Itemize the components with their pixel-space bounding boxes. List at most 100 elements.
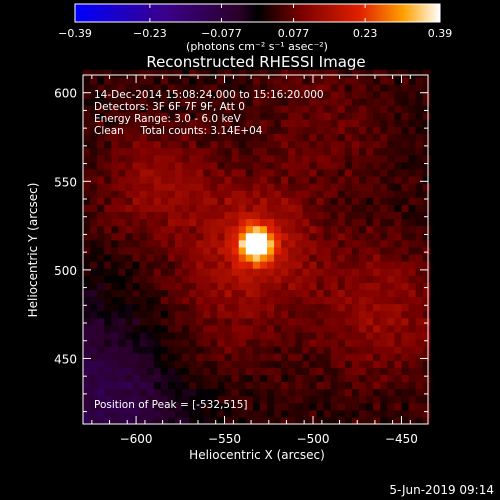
heatmap-cell (337, 147, 346, 156)
heatmap-cell (267, 388, 275, 397)
heatmap-cell (302, 374, 311, 383)
heatmap-cell (245, 105, 254, 113)
heatmap-cell (415, 275, 424, 283)
heatmap-cell (288, 126, 296, 135)
heatmap-cell (366, 261, 374, 269)
heatmap-cell (415, 395, 424, 404)
heatmap-cell (344, 119, 353, 127)
heatmap-cell (238, 409, 247, 418)
heatmap-cell (153, 324, 162, 333)
heatmap-cell (267, 409, 275, 418)
heatmap-cell (217, 338, 226, 347)
heatmap-cell (210, 246, 219, 255)
heatmap-cell (366, 353, 374, 361)
heatmap-cell (125, 331, 134, 340)
heatmap-cell (153, 154, 162, 163)
heatmap-cell (351, 232, 360, 241)
heatmap-cell (380, 388, 388, 397)
heatmap-cell (394, 76, 403, 85)
heatmap-cell (366, 388, 374, 397)
heatmap-cell (90, 69, 98, 78)
heatmap-cell (302, 232, 311, 241)
heatmap-cell (288, 161, 296, 170)
heatmap-cell (330, 261, 339, 269)
heatmap-cell (281, 112, 289, 120)
heatmap-cell (359, 253, 367, 262)
heatmap-cell (401, 367, 410, 375)
heatmap-cell (224, 388, 233, 397)
heatmap-cell (259, 112, 268, 120)
heatmap-cell (267, 197, 275, 205)
heatmap-cell (394, 253, 403, 262)
heatmap-cell (217, 211, 226, 220)
heatmap-cell (231, 190, 240, 198)
heatmap-cell (422, 69, 431, 78)
heatmap-cell (309, 289, 318, 298)
heatmap-cell (160, 211, 169, 220)
heatmap-cell (97, 147, 105, 156)
heatmap-cell (401, 90, 410, 99)
heatmap-cell (373, 204, 381, 213)
heatmap-cell (295, 353, 303, 361)
heatmap-cell (267, 331, 275, 340)
heatmap-cell (259, 218, 268, 227)
heatmap-cell (330, 119, 339, 127)
heatmap-cell (281, 268, 289, 276)
heatmap-cell (196, 338, 204, 347)
heatmap-cell (344, 289, 353, 298)
heatmap-cell (252, 197, 261, 205)
heatmap-cell (189, 360, 197, 368)
heatmap-cell (394, 105, 403, 113)
heatmap-cell (90, 147, 98, 156)
heatmap-cell (238, 381, 247, 390)
heatmap-cell (401, 112, 410, 120)
heatmap-cell (366, 140, 374, 149)
heatmap-cell (203, 338, 211, 347)
heatmap-cell (351, 225, 360, 234)
heatmap-cell (267, 90, 275, 99)
heatmap-cell (97, 367, 105, 375)
heatmap-cell (267, 126, 275, 135)
heatmap-cell (267, 275, 275, 283)
heatmap-cell (224, 105, 233, 113)
heatmap-cell (323, 402, 332, 411)
heatmap-cell (394, 218, 403, 227)
heatmap-cell (203, 140, 211, 149)
heatmap-cell (97, 289, 105, 298)
heatmap-cell (175, 204, 183, 213)
heatmap-cell (422, 381, 431, 390)
heatmap-cell (394, 338, 403, 347)
heatmap-cell (281, 246, 289, 255)
heatmap-cell (196, 168, 204, 177)
heatmap-cell (182, 395, 190, 404)
heatmap-cell (231, 409, 240, 418)
heatmap-cell (351, 346, 360, 354)
heatmap-cell (274, 112, 282, 120)
heatmap-cell (252, 147, 261, 156)
heatmap-cell (415, 154, 424, 163)
heatmap-cell (139, 402, 148, 411)
heatmap-cell (175, 83, 183, 92)
heatmap-cell (104, 98, 112, 106)
heatmap-cell (83, 324, 91, 333)
heatmap-cell (415, 232, 424, 241)
heatmap-cell (351, 275, 360, 283)
heatmap-cell (302, 246, 311, 255)
heatmap-cell (401, 211, 410, 220)
heatmap-cell (394, 211, 403, 220)
heatmap-cell (175, 275, 183, 283)
heatmap-cell (295, 246, 303, 255)
heatmap-cell (337, 246, 346, 255)
heatmap-cell (139, 154, 148, 163)
heatmap-cell (118, 161, 127, 170)
heatmap-cell (104, 275, 112, 283)
heatmap-cell (160, 190, 169, 198)
heatmap-cell (196, 395, 204, 404)
heatmap-cell (125, 275, 134, 283)
heatmap-cell (380, 275, 388, 283)
heatmap-cell (189, 105, 197, 113)
heatmap-cell (83, 76, 91, 85)
heatmap-cell (217, 360, 226, 368)
heatmap-cell (274, 346, 282, 354)
